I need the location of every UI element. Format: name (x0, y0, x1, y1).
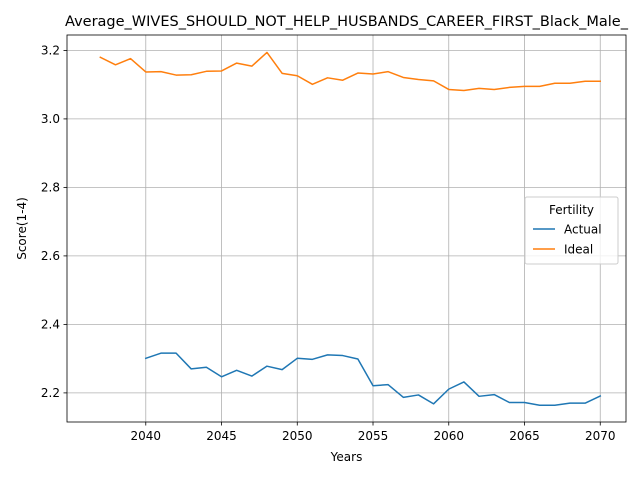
legend-box (524, 196, 619, 265)
y-tick-label: 3.0 (41, 112, 60, 126)
x-tick-label: 2040 (131, 429, 162, 443)
legend-title: Fertility (549, 203, 594, 217)
y-axis-label: Score(1-4) (15, 197, 29, 260)
x-tick-label: 2055 (358, 429, 389, 443)
series-line-actual (144, 352, 602, 406)
y-tick-label: 2.8 (41, 181, 60, 195)
y-tick-label: 2.6 (41, 249, 60, 263)
legend: Fertility Actual Ideal (524, 196, 619, 265)
x-tick-label: 2070 (585, 429, 616, 443)
legend-items: Actual Ideal (533, 222, 602, 256)
y-tick-label: 2.2 (41, 386, 60, 400)
series-line-ideal (99, 51, 601, 92)
legend-label-ideal: Ideal (564, 242, 593, 256)
y-tick-label: 3.2 (41, 44, 60, 58)
x-axis-label: Years (330, 450, 363, 464)
legend-label-actual: Actual (564, 222, 602, 236)
series-lines (99, 51, 602, 406)
plot-frame (66, 34, 627, 423)
x-tick-label: 2060 (433, 429, 464, 443)
y-axis-ticks: 2.2 2.4 2.6 2.8 3.0 3.2 (41, 44, 67, 400)
x-tick-label: 2045 (206, 429, 237, 443)
y-tick-label: 2.4 (41, 318, 60, 332)
x-tick-label: 2050 (282, 429, 313, 443)
x-axis-ticks: 2040 2045 2050 2055 2060 2065 2070 (131, 422, 616, 443)
x-tick-label: 2065 (509, 429, 540, 443)
chart-title: Average_WIVES_SHOULD_NOT_HELP_HUSBANDS_C… (65, 14, 629, 30)
